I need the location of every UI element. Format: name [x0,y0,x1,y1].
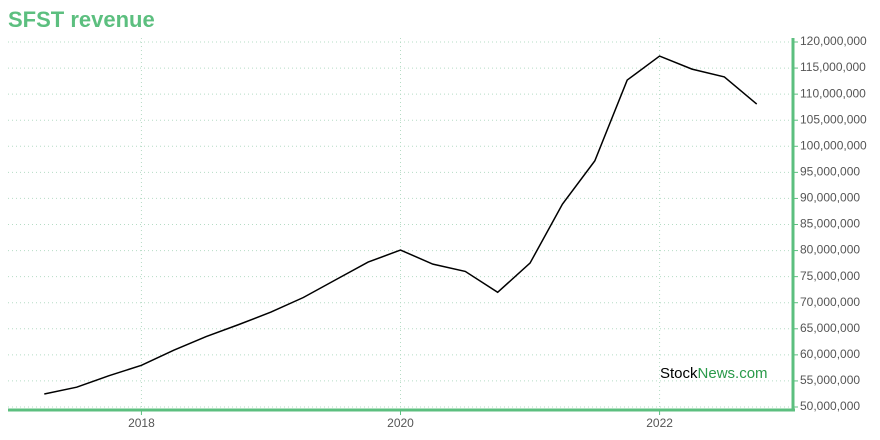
chart-title: SFST revenue [8,7,155,32]
x-tick-label: 2018 [128,416,155,430]
y-tick-label: 75,000,000 [800,269,860,283]
y-tick-label: 50,000,000 [800,399,860,413]
watermark-news: News.com [698,365,768,382]
y-tick-label: 105,000,000 [800,112,867,126]
x-tick-label: 2020 [387,416,414,430]
y-tick-label: 65,000,000 [800,321,860,335]
y-tick-label: 55,000,000 [800,373,860,387]
y-tick-label: 110,000,000 [800,86,866,100]
y-tick-label: 80,000,000 [800,243,860,257]
watermark: StockNews.com [660,365,768,382]
y-tick-label: 85,000,000 [800,217,860,231]
y-tick-label: 100,000,000 [800,138,867,152]
y-tick-label: 115,000,000 [800,60,866,74]
watermark-stock: Stock [660,365,698,382]
y-tick-label: 60,000,000 [800,347,860,361]
y-tick-label: 70,000,000 [800,295,860,309]
y-tick-label: 120,000,000 [800,34,867,48]
x-tick-label: 2022 [646,416,673,430]
y-tick-label: 90,000,000 [800,191,860,205]
line [44,55,758,395]
y-tick-label: 95,000,000 [800,165,860,179]
